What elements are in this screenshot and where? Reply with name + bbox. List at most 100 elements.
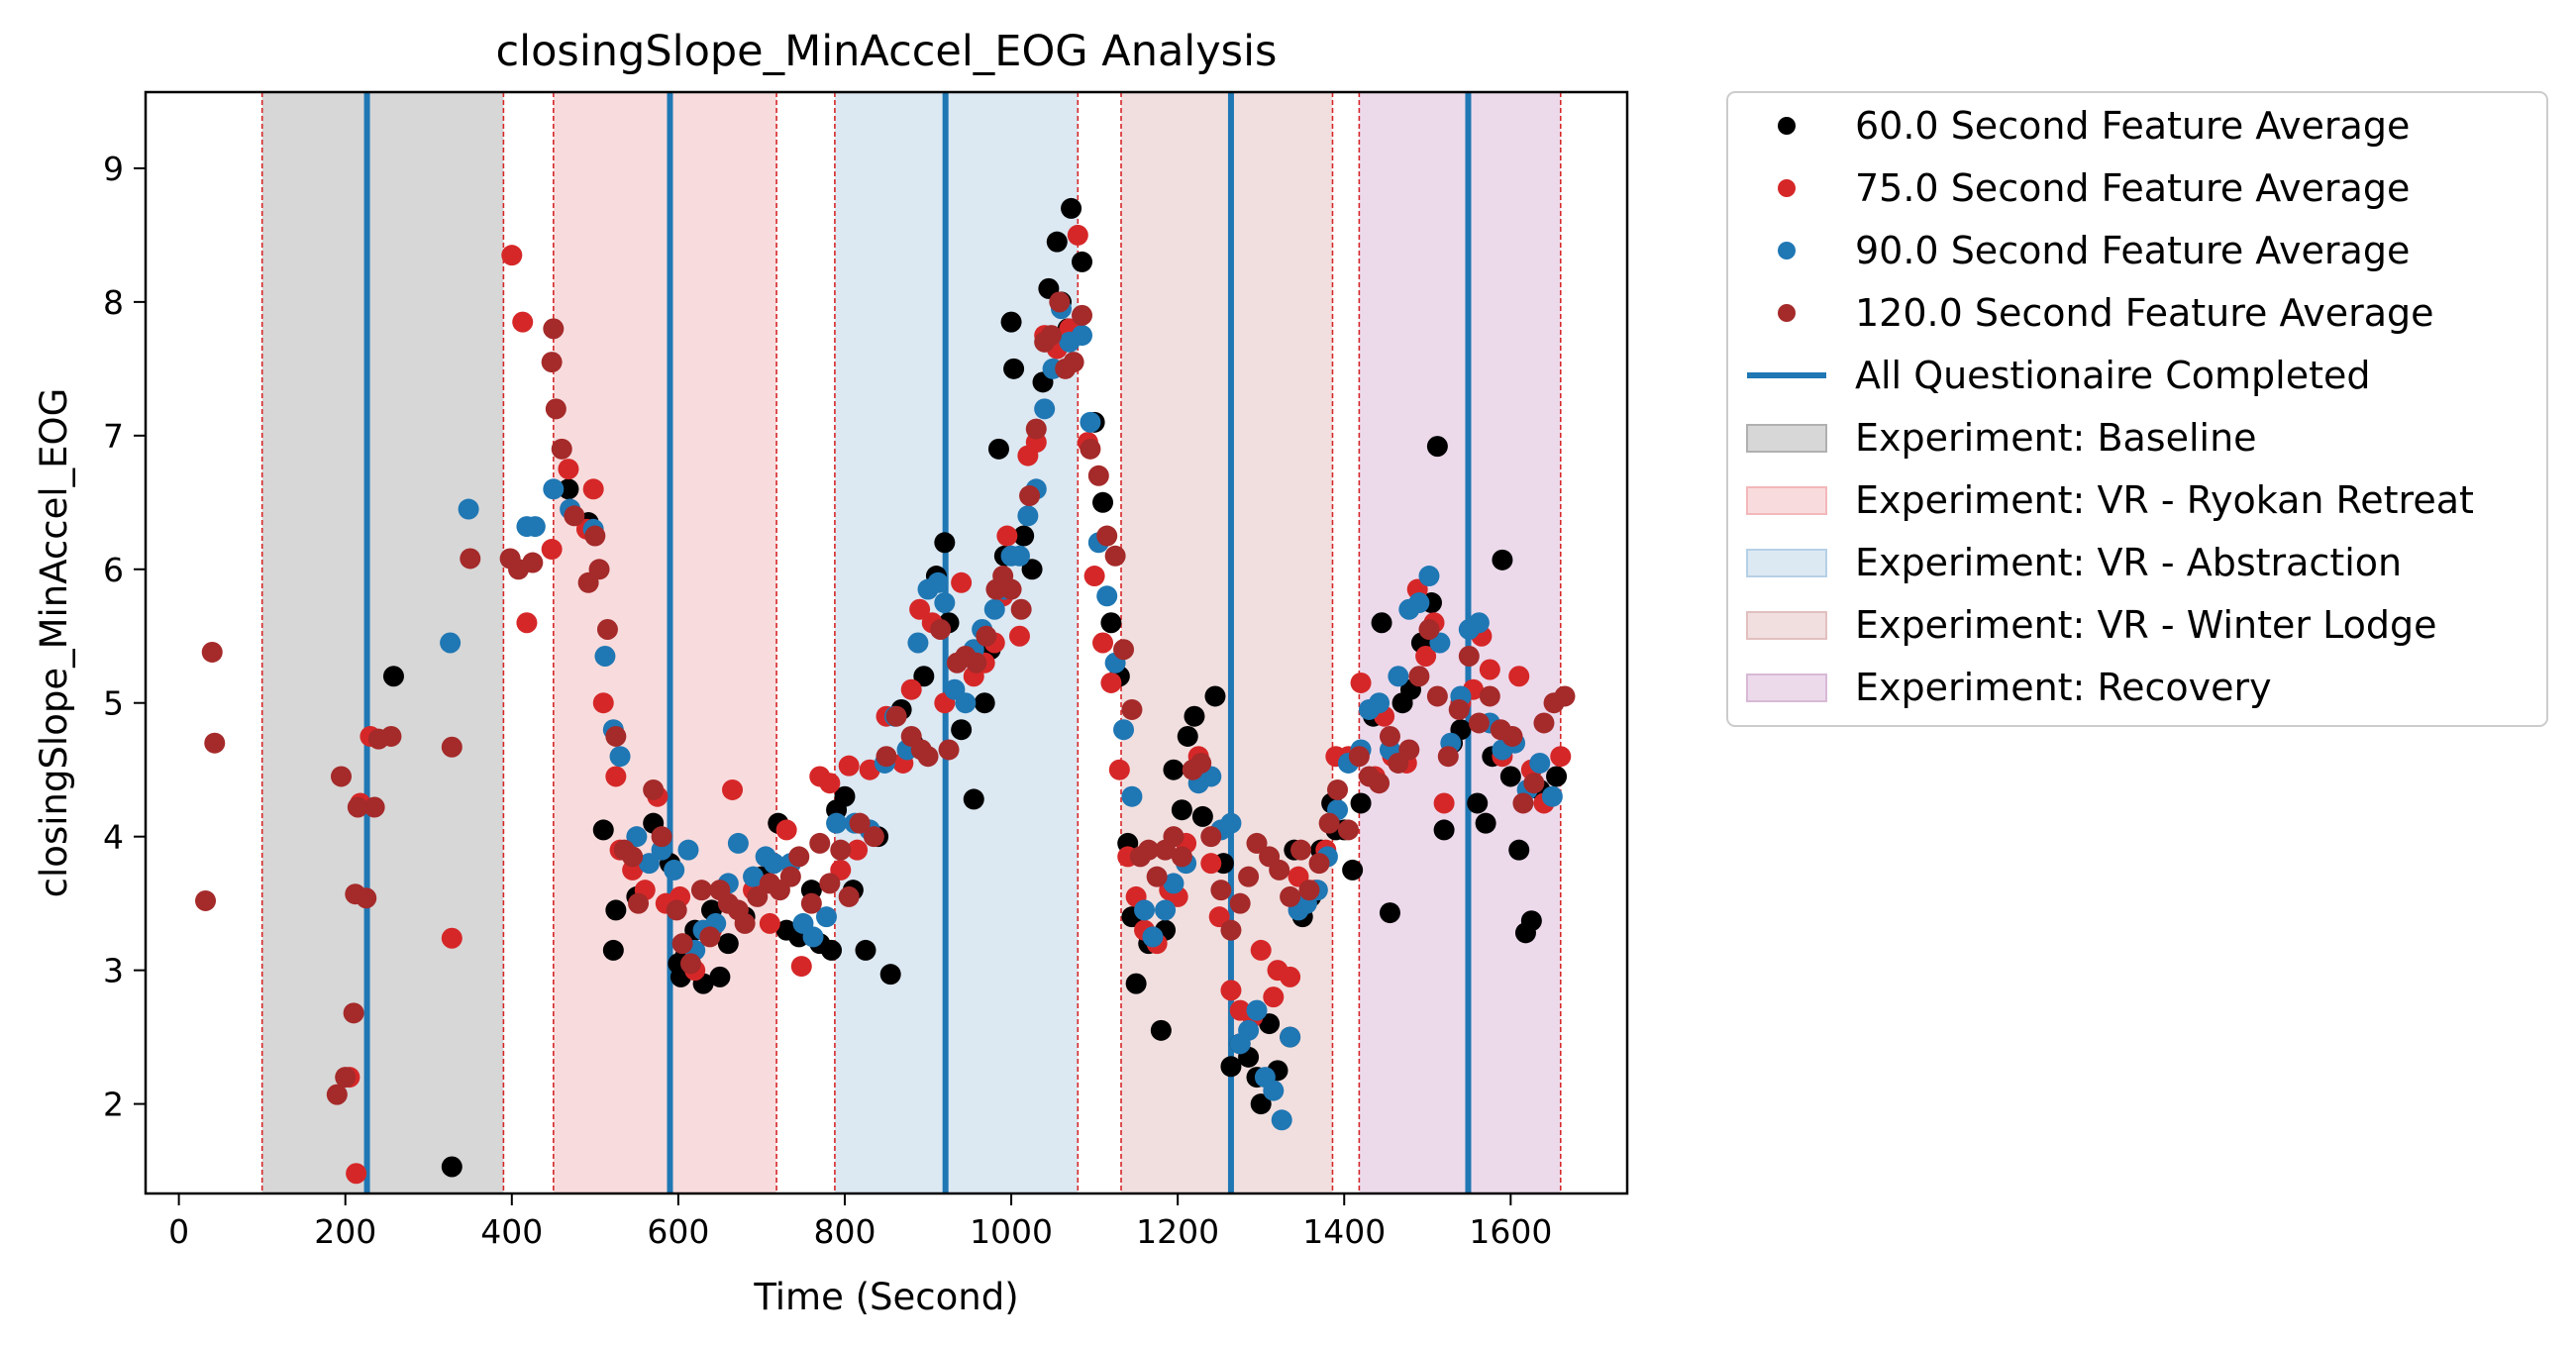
point-s2-54 [1096,585,1118,607]
point-s0-101 [1475,812,1496,834]
point-s3-8 [347,796,368,818]
point-s1-7 [516,612,538,634]
point-s0-61 [1125,973,1147,994]
point-s0-42 [987,438,1009,460]
point-s1-53 [1083,566,1105,587]
point-s3-90 [1190,752,1212,774]
point-s0-34 [913,666,935,687]
y-tick-label-5: 7 [103,417,124,456]
point-s3-124 [1533,712,1555,734]
point-s3-17 [522,552,544,573]
point-s3-41 [734,912,756,934]
point-s2-66 [1220,812,1242,834]
x-tick-label-8: 1600 [1469,1212,1552,1251]
point-s0-2 [558,478,579,500]
point-s3-94 [1229,892,1251,914]
point-s2-61 [1163,873,1185,894]
legend-label-4: All Questionaire Completed [1855,354,2371,397]
point-s0-77 [1259,1013,1281,1035]
point-s3-96 [1246,832,1268,854]
point-s1-13 [605,766,627,787]
point-s3-3 [326,1084,348,1105]
point-s3-42 [747,885,769,907]
legend-label-2: 90.0 Second Feature Average [1855,229,2410,272]
point-s3-25 [588,559,610,580]
point-s2-35 [927,571,949,593]
point-s0-65 [1163,759,1185,780]
legend: 60.0 Second Feature Average 75.0 Second F… [1726,91,2548,727]
point-s1-55 [1100,672,1122,693]
point-s3-64 [976,625,997,647]
point-s0-6 [605,899,627,921]
point-s2-87 [1418,566,1440,587]
point-s3-87 [1163,826,1185,848]
point-s0-96 [1426,436,1448,458]
point-s0-97 [1433,819,1455,841]
point-s0-40 [974,692,995,714]
point-s0-104 [1499,766,1521,787]
experiment-span-3 [1121,92,1333,1193]
point-s3-88 [1171,846,1192,868]
point-s2-19 [727,832,749,854]
chart-title: closingSlope_MinAccel_EOG Analysis [496,27,1278,76]
point-s2-58 [1134,899,1156,921]
point-s3-5 [335,1067,357,1089]
point-s3-29 [622,846,644,868]
point-s3-35 [679,953,701,975]
point-s1-1 [346,1163,367,1185]
point-s3-45 [779,866,801,887]
point-s1-71 [1263,986,1285,1008]
point-s0-27 [834,785,856,807]
point-s1-9 [558,459,579,480]
point-s1-65 [1200,853,1222,875]
x-axis-label: Time (Second) [753,1276,1018,1318]
point-s0-54 [1072,251,1093,272]
point-s0-87 [1342,859,1364,881]
point-s3-123 [1523,773,1545,794]
point-s1-85 [1415,645,1437,667]
point-s1-36 [909,598,931,620]
point-s3-108 [1369,773,1391,794]
point-s0-67 [1177,725,1198,747]
point-s3-69 [1019,485,1041,507]
point-s2-7 [594,645,616,667]
x-tick-label-4: 800 [813,1212,876,1251]
y-tick-label-4: 6 [103,551,124,589]
point-s3-115 [1437,746,1459,768]
point-s3-67 [1000,578,1022,600]
point-s3-2 [204,732,226,754]
experiment-span-2 [834,92,1079,1193]
point-s2-14 [677,839,699,861]
point-s3-19 [543,318,565,340]
point-s1-4 [441,927,463,949]
point-s3-50 [830,839,852,861]
point-s3-122 [1512,792,1534,814]
point-s3-91 [1200,826,1222,848]
point-s0-63 [1150,1019,1172,1041]
point-s2-73 [1280,1026,1301,1048]
point-s2-4 [543,478,565,500]
point-s1-35 [900,678,922,700]
point-s2-69 [1246,999,1268,1021]
point-s1-44 [996,525,1018,547]
legend-label-3: 120.0 Second Feature Average [1855,291,2434,335]
legend-label-5: Experiment: Baseline [1855,416,2257,460]
point-s1-39 [951,571,973,593]
point-s3-68 [1010,598,1032,620]
point-s2-56 [1113,719,1135,741]
point-s3-92 [1210,880,1232,901]
point-s1-6 [512,311,534,333]
point-s2-72 [1271,1109,1292,1131]
point-s0-110 [1546,766,1568,787]
point-s2-36 [934,592,956,614]
point-s3-113 [1418,619,1440,641]
series-3 [195,291,1576,1105]
point-s3-116 [1448,698,1470,720]
point-s3-81 [1113,639,1135,661]
point-s2-71 [1263,1080,1285,1101]
point-s2-25 [802,926,824,948]
x-axis-ticks: 0 200 400 600 800 1000 1200 1400 1600 [168,1193,1552,1251]
point-s0-90 [1371,612,1392,634]
point-s3-72 [1040,325,1062,347]
point-s3-103 [1318,812,1340,834]
